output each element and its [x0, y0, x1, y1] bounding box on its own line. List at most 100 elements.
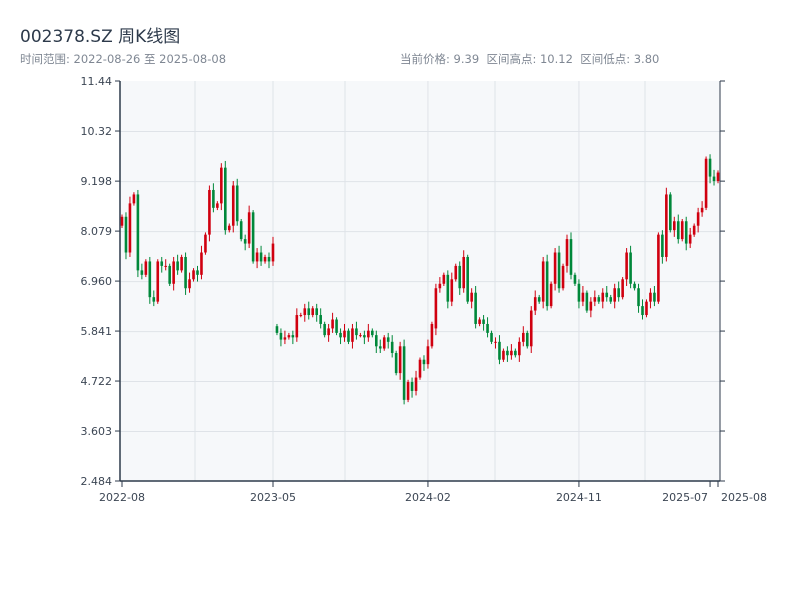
- y-tick-label: 10.32: [81, 125, 113, 138]
- candle-down: [498, 341, 501, 360]
- candle-up: [649, 292, 652, 302]
- candle-up: [672, 221, 676, 231]
- candle-up: [327, 328, 330, 336]
- candle-down: [629, 252, 632, 284]
- candle-up: [406, 382, 410, 400]
- candle-up: [692, 225, 696, 235]
- candle-up: [688, 234, 692, 244]
- candle-down: [585, 292, 589, 311]
- candle-up: [621, 279, 624, 298]
- candle-down: [347, 330, 350, 342]
- candle-down: [605, 292, 609, 298]
- candle-up: [311, 308, 315, 316]
- candle-up: [156, 261, 160, 302]
- y-tick-label: 3.603: [81, 425, 113, 438]
- candle-up: [398, 346, 402, 374]
- candle-up: [601, 292, 605, 302]
- candle-up: [204, 234, 207, 253]
- candle-down: [708, 158, 712, 177]
- candle-up: [454, 265, 458, 280]
- candle-up: [287, 335, 291, 338]
- candle-down: [315, 308, 318, 316]
- candle-down: [402, 346, 406, 400]
- candle-up: [132, 194, 136, 204]
- candle-up: [645, 301, 648, 316]
- candle-up: [549, 283, 553, 307]
- candle-down: [446, 274, 450, 302]
- candle-down: [291, 335, 295, 338]
- candle-down: [676, 221, 680, 240]
- candle-down: [422, 359, 426, 365]
- candle-down: [363, 335, 366, 338]
- candle-up: [343, 330, 346, 338]
- candle-down: [637, 288, 640, 307]
- candle-down: [577, 283, 581, 302]
- candle-up: [510, 350, 513, 356]
- candle-up: [303, 308, 307, 316]
- candle-down: [378, 346, 382, 349]
- candle-up: [696, 212, 700, 226]
- candle-up: [271, 243, 275, 262]
- candle-down: [661, 234, 664, 257]
- candle-down: [394, 352, 398, 374]
- candle-up: [188, 279, 191, 289]
- candle-up: [700, 207, 704, 213]
- candle-up: [462, 256, 466, 289]
- candle-up: [227, 225, 231, 231]
- candle-up: [665, 194, 668, 257]
- candle-down: [569, 239, 573, 275]
- candle-up: [172, 261, 175, 284]
- y-tick-label: 5.841: [81, 325, 113, 338]
- candle-down: [279, 332, 283, 340]
- candle-up: [518, 341, 521, 356]
- candle-down: [176, 261, 179, 271]
- candle-down: [490, 332, 493, 342]
- candle-down: [386, 337, 390, 342]
- candle-up: [208, 189, 211, 235]
- x-tick-label: 2022-08: [99, 491, 145, 504]
- candle-down: [275, 326, 279, 333]
- candle-up: [561, 265, 565, 289]
- x-tick-label: 2025-08: [721, 491, 767, 504]
- candle-down: [482, 319, 485, 324]
- candle-up: [192, 270, 195, 280]
- plot-background: [120, 81, 720, 481]
- candle-down: [148, 261, 152, 298]
- candle-down: [339, 332, 342, 338]
- candle-down: [514, 350, 517, 356]
- candle-up: [414, 377, 418, 391]
- candle-down: [160, 261, 164, 266]
- candle-up: [220, 167, 223, 204]
- candle-up: [247, 212, 251, 244]
- candle-up: [164, 265, 168, 267]
- candle-down: [506, 350, 509, 356]
- y-tick-label: 2.484: [81, 475, 113, 488]
- candle-up: [589, 301, 593, 311]
- candle-up: [351, 328, 354, 342]
- candle-up: [295, 315, 299, 338]
- candle-down: [466, 256, 469, 302]
- candle-up: [529, 310, 533, 347]
- candle-down: [124, 216, 128, 253]
- candle-up: [216, 203, 219, 208]
- candle-down: [319, 315, 322, 324]
- candle-down: [335, 319, 338, 333]
- candle-down: [474, 292, 477, 324]
- candle-up: [522, 332, 525, 342]
- candle-down: [212, 189, 215, 208]
- candle-down: [537, 297, 541, 302]
- chart-title: 002378.SZ 周K线图: [20, 27, 181, 47]
- candle-down: [239, 221, 243, 240]
- candle-up: [255, 252, 259, 262]
- candle-up: [180, 256, 183, 271]
- candle-up: [263, 256, 267, 262]
- candle-down: [224, 167, 227, 231]
- candle-up: [470, 292, 473, 302]
- candle-up: [593, 297, 597, 302]
- candle-up: [128, 203, 132, 253]
- candle-up: [625, 252, 628, 280]
- candle-down: [597, 297, 601, 302]
- y-tick-label: 4.722: [81, 375, 113, 388]
- candle-down: [152, 297, 156, 302]
